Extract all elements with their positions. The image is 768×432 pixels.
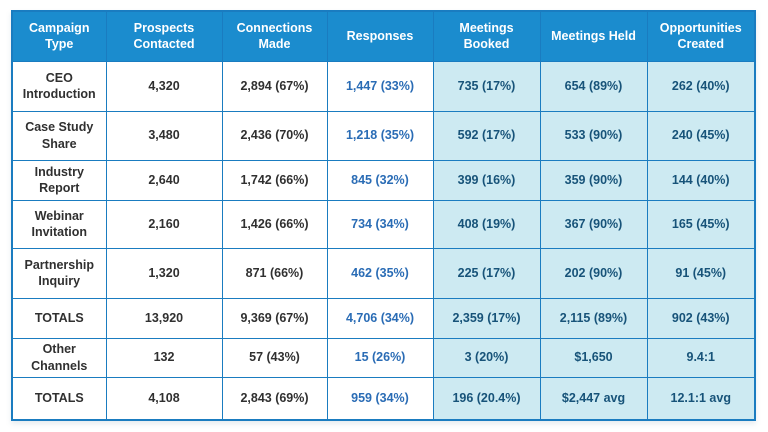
campaign-performance-table: Campaign Type Prospects Contacted Connecti… <box>11 10 756 421</box>
cell-meetings-held: 367 (90%) <box>539 199 648 249</box>
cell-responses: 959 (34%) <box>326 376 434 421</box>
cell-connections-made: 2,843 (69%) <box>221 376 328 421</box>
column-header-connections-made: Connections Made <box>221 10 328 62</box>
table-header: Campaign Type Prospects Contacted Connecti… <box>11 10 756 62</box>
table-row: TOTALS 4,108 2,843 (69%) 959 (34%) 196 (20.4… <box>11 376 756 421</box>
cell-meetings-held: 2,115 (89%) <box>539 297 648 339</box>
cell-meetings-booked: 408 (19%) <box>432 199 541 249</box>
cell-opportunities-created: 902 (43%) <box>646 297 756 339</box>
table-row: Case Study Share 3,480 2,436 (70%) 1,218 (3… <box>11 110 756 161</box>
cell-connections-made: 9,369 (67%) <box>221 297 328 339</box>
cell-opportunities-created: 240 (45%) <box>646 110 756 161</box>
cell-campaign-type: CEO Introduction <box>11 60 107 112</box>
cell-prospects-contacted: 2,640 <box>105 159 223 201</box>
cell-meetings-held: 654 (89%) <box>539 60 648 112</box>
table-row: Webinar Invitation 2,160 1,426 (66%) 734 (3… <box>11 199 756 249</box>
cell-meetings-booked: 399 (16%) <box>432 159 541 201</box>
column-header-meetings-booked: Meetings Booked <box>432 10 541 62</box>
column-header-opportunities-created: Opportunities Created <box>646 10 756 62</box>
cell-prospects-contacted: 2,160 <box>105 199 223 249</box>
cell-prospects-contacted: 4,108 <box>105 376 223 421</box>
cell-campaign-type: Partnership Inquiry <box>11 247 107 299</box>
cell-connections-made: 1,742 (66%) <box>221 159 328 201</box>
cell-meetings-held: 359 (90%) <box>539 159 648 201</box>
cell-responses: 1,447 (33%) <box>326 60 434 112</box>
table-row: CEO Introduction 4,320 2,894 (67%) 1,447 (3… <box>11 60 756 112</box>
cell-responses: 734 (34%) <box>326 199 434 249</box>
cell-opportunities-created: 9.4:1 <box>646 337 756 378</box>
cell-connections-made: 57 (43%) <box>221 337 328 378</box>
cell-campaign-type: TOTALS <box>11 376 107 421</box>
header-row: Campaign Type Prospects Contacted Connecti… <box>11 10 756 62</box>
cell-prospects-contacted: 132 <box>105 337 223 378</box>
cell-meetings-booked: 735 (17%) <box>432 60 541 112</box>
cell-meetings-booked: 2,359 (17%) <box>432 297 541 339</box>
cell-responses: 4,706 (34%) <box>326 297 434 339</box>
cell-opportunities-created: 144 (40%) <box>646 159 756 201</box>
cell-responses: 462 (35%) <box>326 247 434 299</box>
cell-campaign-type: Webinar Invitation <box>11 199 107 249</box>
column-header-campaign-type: Campaign Type <box>11 10 107 62</box>
cell-meetings-booked: 592 (17%) <box>432 110 541 161</box>
table-row: Other Channels 132 57 (43%) 15 (26%) 3 (20%)… <box>11 337 756 378</box>
column-header-responses: Responses <box>326 10 434 62</box>
cell-prospects-contacted: 3,480 <box>105 110 223 161</box>
cell-meetings-held: 533 (90%) <box>539 110 648 161</box>
column-header-prospects-contacted: Prospects Contacted <box>105 10 223 62</box>
cell-campaign-type: Other Channels <box>11 337 107 378</box>
table-row: Industry Report 2,640 1,742 (66%) 845 (32%)… <box>11 159 756 201</box>
cell-meetings-held: $2,447 avg <box>539 376 648 421</box>
table-row: Partnership Inquiry 1,320 871 (66%) 462 (35… <box>11 247 756 299</box>
cell-connections-made: 1,426 (66%) <box>221 199 328 249</box>
cell-opportunities-created: 262 (40%) <box>646 60 756 112</box>
cell-connections-made: 2,436 (70%) <box>221 110 328 161</box>
cell-connections-made: 871 (66%) <box>221 247 328 299</box>
cell-meetings-booked: 225 (17%) <box>432 247 541 299</box>
cell-meetings-held: 202 (90%) <box>539 247 648 299</box>
cell-prospects-contacted: 1,320 <box>105 247 223 299</box>
cell-connections-made: 2,894 (67%) <box>221 60 328 112</box>
cell-responses: 15 (26%) <box>326 337 434 378</box>
cell-meetings-booked: 196 (20.4%) <box>432 376 541 421</box>
cell-responses: 1,218 (35%) <box>326 110 434 161</box>
cell-responses: 845 (32%) <box>326 159 434 201</box>
cell-opportunities-created: 12.1:1 avg <box>646 376 756 421</box>
cell-meetings-held: $1,650 <box>539 337 648 378</box>
table-row: TOTALS 13,920 9,369 (67%) 4,706 (34%) 2,359 … <box>11 297 756 339</box>
cell-meetings-booked: 3 (20%) <box>432 337 541 378</box>
table-body: CEO Introduction 4,320 2,894 (67%) 1,447 (3… <box>11 60 756 421</box>
cell-opportunities-created: 165 (45%) <box>646 199 756 249</box>
cell-opportunities-created: 91 (45%) <box>646 247 756 299</box>
cell-campaign-type: Case Study Share <box>11 110 107 161</box>
cell-campaign-type: Industry Report <box>11 159 107 201</box>
cell-campaign-type: TOTALS <box>11 297 107 339</box>
column-header-meetings-held: Meetings Held <box>539 10 648 62</box>
cell-prospects-contacted: 13,920 <box>105 297 223 339</box>
cell-prospects-contacted: 4,320 <box>105 60 223 112</box>
